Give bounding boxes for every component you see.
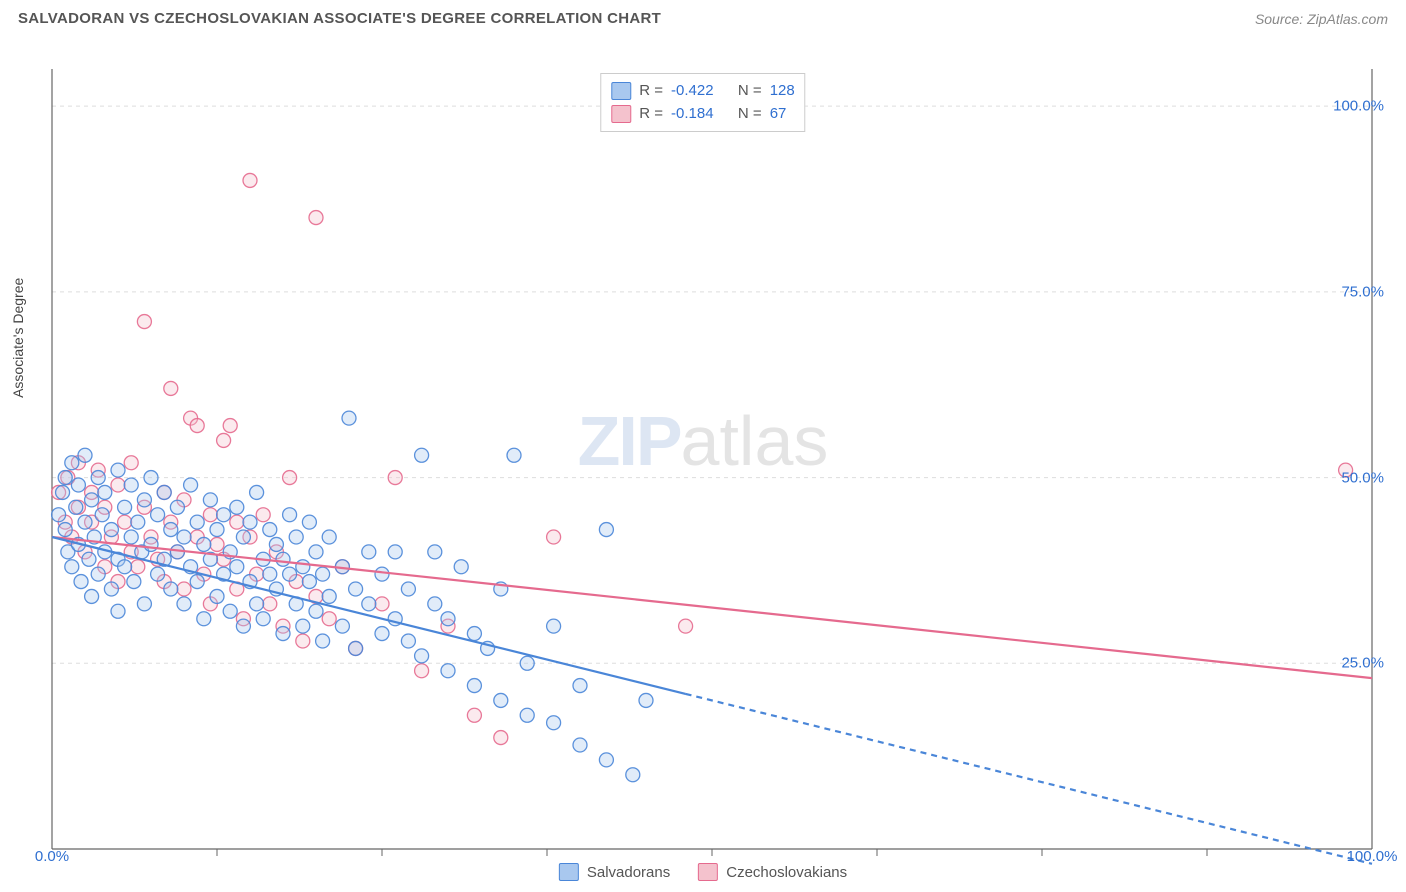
stats-row-salvadorans: R = -0.422 N = 128 — [611, 80, 794, 103]
y-tick-label: 75.0% — [1341, 283, 1384, 300]
x-tick-label: 0.0% — [35, 848, 69, 865]
y-tick-label: 100.0% — [1333, 98, 1384, 115]
n-value-czechoslovakians: 67 — [770, 103, 787, 126]
legend-item-czechoslovakians: Czechoslovakians — [698, 863, 847, 881]
chart-area: Associate's Degree ZIPatlas R = -0.422 N… — [0, 33, 1406, 883]
source-attribution: Source: ZipAtlas.com — [1255, 11, 1388, 27]
stats-row-czechoslovakians: R = -0.184 N = 67 — [611, 103, 794, 126]
stats-legend-box: R = -0.422 N = 128 R = -0.184 N = 67 — [600, 73, 805, 132]
legend-item-salvadorans: Salvadorans — [559, 863, 670, 881]
legend-swatch-salvadorans — [559, 863, 579, 881]
y-axis-label: Associate's Degree — [10, 278, 26, 398]
legend-swatch-czechoslovakians — [698, 863, 718, 881]
x-tick-label: 100.0% — [1347, 848, 1398, 865]
r-value-czechoslovakians: -0.184 — [671, 103, 714, 126]
swatch-czechoslovakians — [611, 105, 631, 123]
y-tick-label: 25.0% — [1341, 655, 1384, 672]
r-value-salvadorans: -0.422 — [671, 80, 714, 103]
swatch-salvadorans — [611, 82, 631, 100]
n-value-salvadorans: 128 — [770, 80, 795, 103]
scatter-plot-svg — [0, 33, 1406, 883]
y-tick-label: 50.0% — [1341, 469, 1384, 486]
chart-title: SALVADORAN VS CZECHOSLOVAKIAN ASSOCIATE'… — [18, 10, 661, 27]
series-legend: Salvadorans Czechoslovakians — [559, 863, 847, 881]
